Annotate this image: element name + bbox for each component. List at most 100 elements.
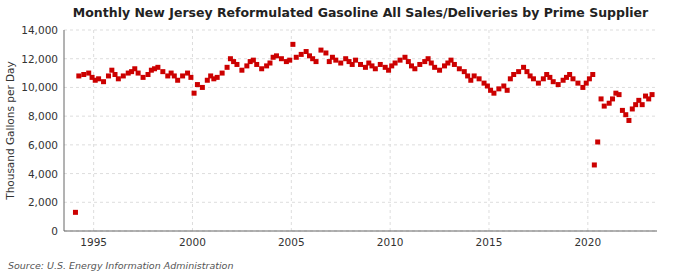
point [406,59,411,64]
point [449,58,454,63]
point [505,88,510,93]
point [205,78,210,83]
grid-line-x [192,30,193,231]
point [76,73,81,78]
y-tick-label: 4,000 [28,168,58,180]
point [195,82,200,87]
point [587,76,592,81]
grid-line-x [488,30,489,231]
point [109,68,114,73]
point [160,69,165,74]
point [426,56,431,61]
point [556,82,561,87]
y-tick-label: 8,000 [28,110,58,122]
grid-line-x [93,30,94,231]
point [636,98,641,103]
point [220,71,225,76]
point [602,104,607,109]
point [112,72,117,77]
point [477,76,482,81]
point [146,72,151,77]
point [353,58,358,63]
y-tick-label: 0 [51,225,58,237]
point [580,85,585,90]
point [294,55,299,60]
point [508,76,513,81]
point [623,112,628,117]
y-axis-label: Thousand Gallons per Day [4,61,16,201]
y-tick-label: 2,000 [28,196,58,208]
grid [64,30,657,231]
point [358,62,363,67]
point [570,76,575,81]
point [432,65,437,70]
grid-line-y [64,173,657,174]
point [524,69,529,74]
point [239,68,244,73]
point [650,92,655,97]
point [299,52,304,57]
point [417,62,422,67]
point [73,210,78,215]
point [136,71,141,76]
point [531,76,536,81]
y-tick-label: 6,000 [28,139,58,151]
point [485,83,490,88]
point [314,59,319,64]
point [567,72,572,77]
point [386,68,391,73]
point [452,62,457,67]
point [373,66,378,71]
point [188,75,193,80]
point [141,75,146,80]
point [327,59,332,64]
point [437,68,442,73]
point [393,61,398,66]
x-tick-label: 2015 [476,236,503,248]
point [412,66,417,71]
point [192,91,197,96]
point [541,76,546,81]
point [96,76,101,81]
point [429,61,434,66]
point [101,79,106,84]
grid-line-x [390,30,391,231]
x-tick-label: 2010 [377,236,404,248]
point [350,62,355,67]
point [402,55,407,60]
point [640,102,645,107]
point [457,66,462,71]
grid-line-y [64,30,657,31]
point [259,66,264,71]
y-axis-line [64,30,65,231]
x-tick-label: 1995 [80,236,107,248]
point [630,106,635,111]
y-tick-label: 12,000 [21,53,58,65]
point [646,96,651,101]
annotation: Source: U.S. Energy Information Administ… [8,260,233,271]
point [472,73,477,78]
point [590,72,595,77]
point [584,81,589,86]
point [620,108,625,113]
point [398,58,403,63]
point [516,69,521,74]
x-tick-label: 2020 [574,236,601,248]
point [318,48,323,53]
points [73,42,655,215]
point [468,78,473,83]
point [279,56,284,61]
point [536,81,541,86]
point [254,62,259,67]
point [610,96,615,101]
point [462,69,467,74]
grid-line-x [587,30,588,231]
point [116,76,121,81]
point [338,61,343,66]
x-tick-label: 2000 [179,236,206,248]
point [547,75,552,80]
point [491,91,496,96]
point [333,58,338,63]
x-tick-label: 2005 [278,236,305,248]
grid-line-y [64,58,657,59]
